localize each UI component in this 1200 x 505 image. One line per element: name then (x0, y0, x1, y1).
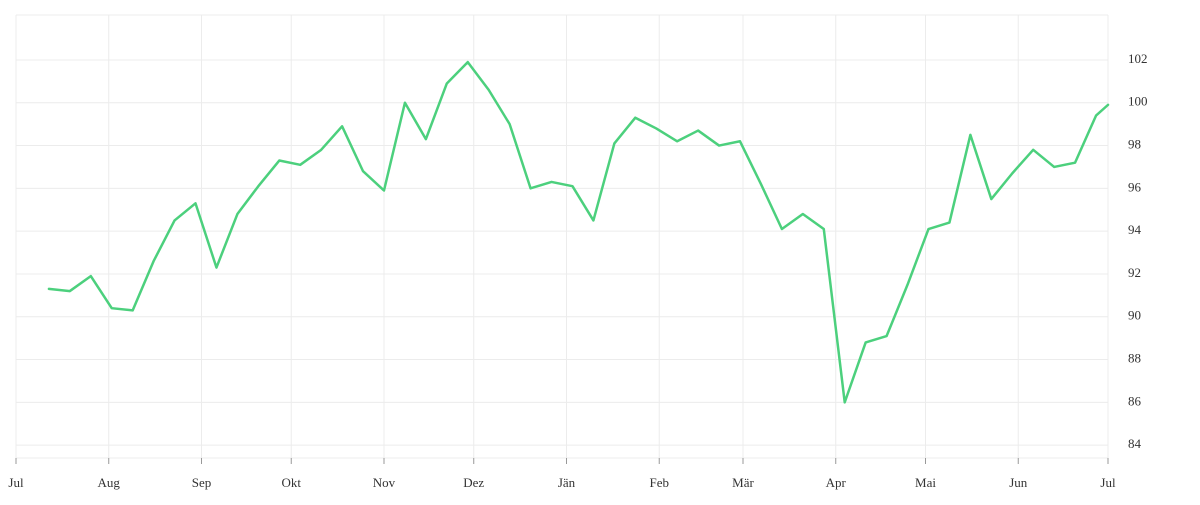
x-tick-label: Sep (192, 475, 212, 490)
x-tick-label: Mär (732, 475, 754, 490)
x-tick-label: Okt (281, 475, 301, 490)
y-tick-label: 98 (1128, 137, 1141, 152)
x-tick-label: Nov (373, 475, 396, 490)
x-tick-label: Aug (98, 475, 121, 490)
y-tick-label: 92 (1128, 265, 1141, 280)
x-tick-label: Jän (558, 475, 576, 490)
x-tick-label: Dez (463, 475, 484, 490)
y-tick-label: 84 (1128, 436, 1142, 451)
x-tick-label: Jul (8, 475, 24, 490)
y-tick-label: 90 (1128, 308, 1141, 323)
y-tick-label: 94 (1128, 222, 1142, 237)
y-tick-label: 96 (1128, 179, 1142, 194)
x-tick-label: Feb (649, 475, 669, 490)
y-tick-label: 102 (1128, 51, 1148, 66)
x-tick-label: Apr (826, 475, 847, 490)
y-tick-label: 88 (1128, 351, 1141, 366)
data-line (47, 60, 1110, 404)
y-tick-label: 100 (1128, 94, 1148, 109)
x-tick-label: Jun (1009, 475, 1028, 490)
x-tick-label: Jul (1100, 475, 1116, 490)
y-tick-label: 86 (1128, 393, 1142, 408)
x-tick-label: Mai (915, 475, 936, 490)
